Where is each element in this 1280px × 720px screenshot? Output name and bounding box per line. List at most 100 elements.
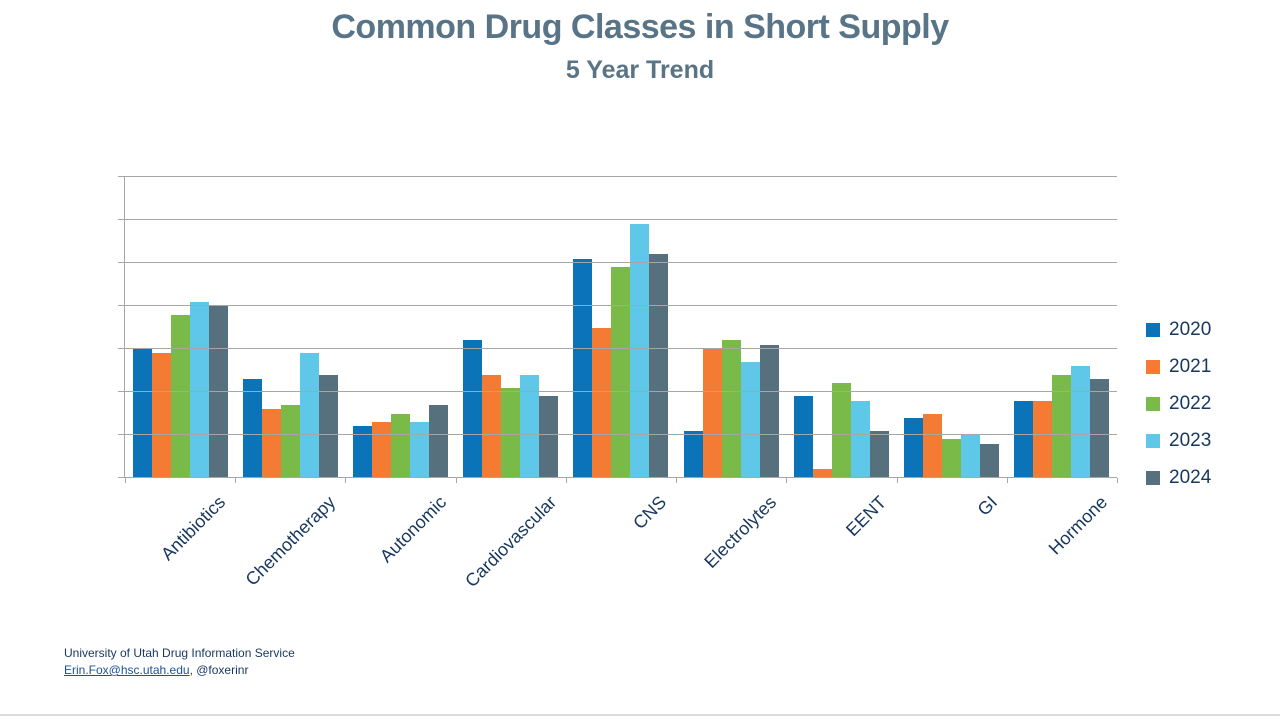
x-axis-tick: [125, 478, 126, 483]
x-axis-tick: [676, 478, 677, 483]
bar-gi-2022: [942, 439, 962, 478]
bar-gi-2023: [961, 435, 981, 478]
gridline-70: [125, 176, 1117, 177]
y-axis-tick: [118, 477, 125, 478]
bar-autonomic-2020: [353, 426, 373, 478]
bar-cardiovascular-2021: [482, 374, 502, 478]
footer: University of Utah Drug Information Serv…: [64, 645, 295, 679]
bar-electrolytes-2023: [740, 361, 760, 478]
bar-eent-2021: [812, 469, 832, 478]
legend-swatch-2021: [1146, 359, 1160, 374]
bar-antibiotics-2021: [151, 353, 171, 478]
bar-electrolytes-2024: [759, 344, 779, 478]
legend-item-2024: 2024: [1146, 459, 1211, 496]
bar-antibiotics-2023: [189, 301, 209, 478]
bar-hormone-2023: [1071, 366, 1091, 478]
y-axis-tick: [118, 262, 125, 263]
bar-cardiovascular-2024: [539, 396, 559, 478]
bar-hormone-2020: [1014, 400, 1034, 478]
bar-eent-2020: [793, 396, 813, 478]
bar-electrolytes-2022: [721, 340, 741, 478]
legend-swatch-2024: [1146, 470, 1160, 485]
bar-autonomic-2022: [391, 413, 411, 478]
twitter-handle: , @foxerinr: [189, 663, 249, 677]
bar-gi-2021: [923, 413, 943, 478]
bar-group-electrolytes: [676, 177, 786, 478]
bar-cns-2023: [630, 224, 650, 478]
bar-group-chemotherapy: [235, 177, 345, 478]
legend-item-2023: 2023: [1146, 422, 1211, 459]
y-axis-line: [124, 177, 125, 478]
bar-autonomic-2024: [429, 404, 449, 478]
y-axis-tick: [118, 305, 125, 306]
bar-cns-2024: [649, 254, 669, 478]
legend-label-2022: 2022: [1169, 392, 1212, 414]
bar-chemotherapy-2024: [318, 374, 338, 478]
bar-antibiotics-2024: [208, 306, 228, 478]
x-category-label-cns: CNS: [629, 492, 671, 534]
bar-cns-2021: [592, 327, 612, 478]
bar-cardiovascular-2023: [520, 374, 540, 478]
bar-antibiotics-2022: [170, 314, 190, 478]
x-category-label-gi: GI: [973, 492, 1001, 520]
legend-label-2020: 2020: [1169, 318, 1212, 340]
legend-swatch-2023: [1146, 433, 1160, 448]
bar-eent-2024: [869, 430, 889, 478]
bottom-rule: [0, 714, 1280, 716]
footer-contact: Erin.Fox@hsc.utah.edu, @foxerinr: [64, 662, 295, 679]
y-axis-tick: [118, 434, 125, 435]
y-axis-tick: [118, 219, 125, 220]
y-axis-tick: [118, 176, 125, 177]
bar-eent-2023: [850, 400, 870, 478]
legend-label-2023: 2023: [1169, 429, 1212, 451]
bar-hormone-2021: [1033, 400, 1053, 478]
bar-eent-2022: [831, 383, 851, 478]
gridline-10: [125, 434, 1117, 435]
x-axis-line: [125, 477, 1117, 478]
plot-area: 010203040506070: [118, 176, 1118, 483]
bar-antibiotics-2020: [132, 349, 152, 478]
gridline-20: [125, 391, 1117, 392]
bar-group-hormone: [1007, 177, 1117, 478]
bar-hormone-2022: [1052, 374, 1072, 478]
x-axis-tick: [897, 478, 898, 483]
legend-item-2021: 2021: [1146, 348, 1211, 385]
x-axis-tick: [566, 478, 567, 483]
bar-chemotherapy-2021: [261, 409, 281, 478]
bar-hormone-2024: [1090, 379, 1110, 478]
bar-electrolytes-2020: [683, 430, 703, 478]
legend-swatch-2020: [1146, 322, 1160, 337]
bar-group-cardiovascular: [456, 177, 566, 478]
bar-group-antibiotics: [125, 177, 235, 478]
x-category-label-electrolytes: Electrolytes: [700, 492, 781, 572]
x-axis-tick: [456, 478, 457, 483]
legend-label-2024: 2024: [1169, 466, 1212, 488]
bar-chemotherapy-2023: [299, 353, 319, 478]
bar-gi-2024: [980, 443, 1000, 478]
x-axis-tick: [345, 478, 346, 483]
gridline-60: [125, 219, 1117, 220]
footer-org: University of Utah Drug Information Serv…: [64, 646, 295, 660]
bar-group-eent: [786, 177, 896, 478]
x-axis-tick: [1007, 478, 1008, 483]
bar-cns-2022: [611, 267, 631, 478]
bar-autonomic-2021: [372, 422, 392, 478]
chart-subtitle: 5 Year Trend: [565, 56, 715, 84]
x-axis-tick: [1117, 478, 1118, 483]
legend-label-2021: 2021: [1169, 355, 1212, 377]
legend: 2020 2021 2022 2023 2024: [1146, 311, 1211, 496]
email-link[interactable]: Erin.Fox@hsc.utah.edu: [64, 663, 190, 677]
x-category-label-eent: EENT: [842, 492, 891, 541]
bar-group-cns: [566, 177, 676, 478]
bar-cns-2020: [573, 258, 593, 478]
bar-cardiovascular-2020: [463, 340, 483, 478]
bar-autonomic-2023: [410, 422, 430, 478]
x-category-label-autonomic: Autonomic: [375, 492, 450, 567]
x-category-label-cardiovascular: Cardiovascular: [460, 492, 560, 592]
bar-chemotherapy-2020: [242, 379, 262, 478]
gridline-40: [125, 305, 1117, 306]
gridline-50: [125, 262, 1117, 263]
legend-swatch-2022: [1146, 396, 1160, 411]
bar-cardiovascular-2022: [501, 387, 521, 478]
